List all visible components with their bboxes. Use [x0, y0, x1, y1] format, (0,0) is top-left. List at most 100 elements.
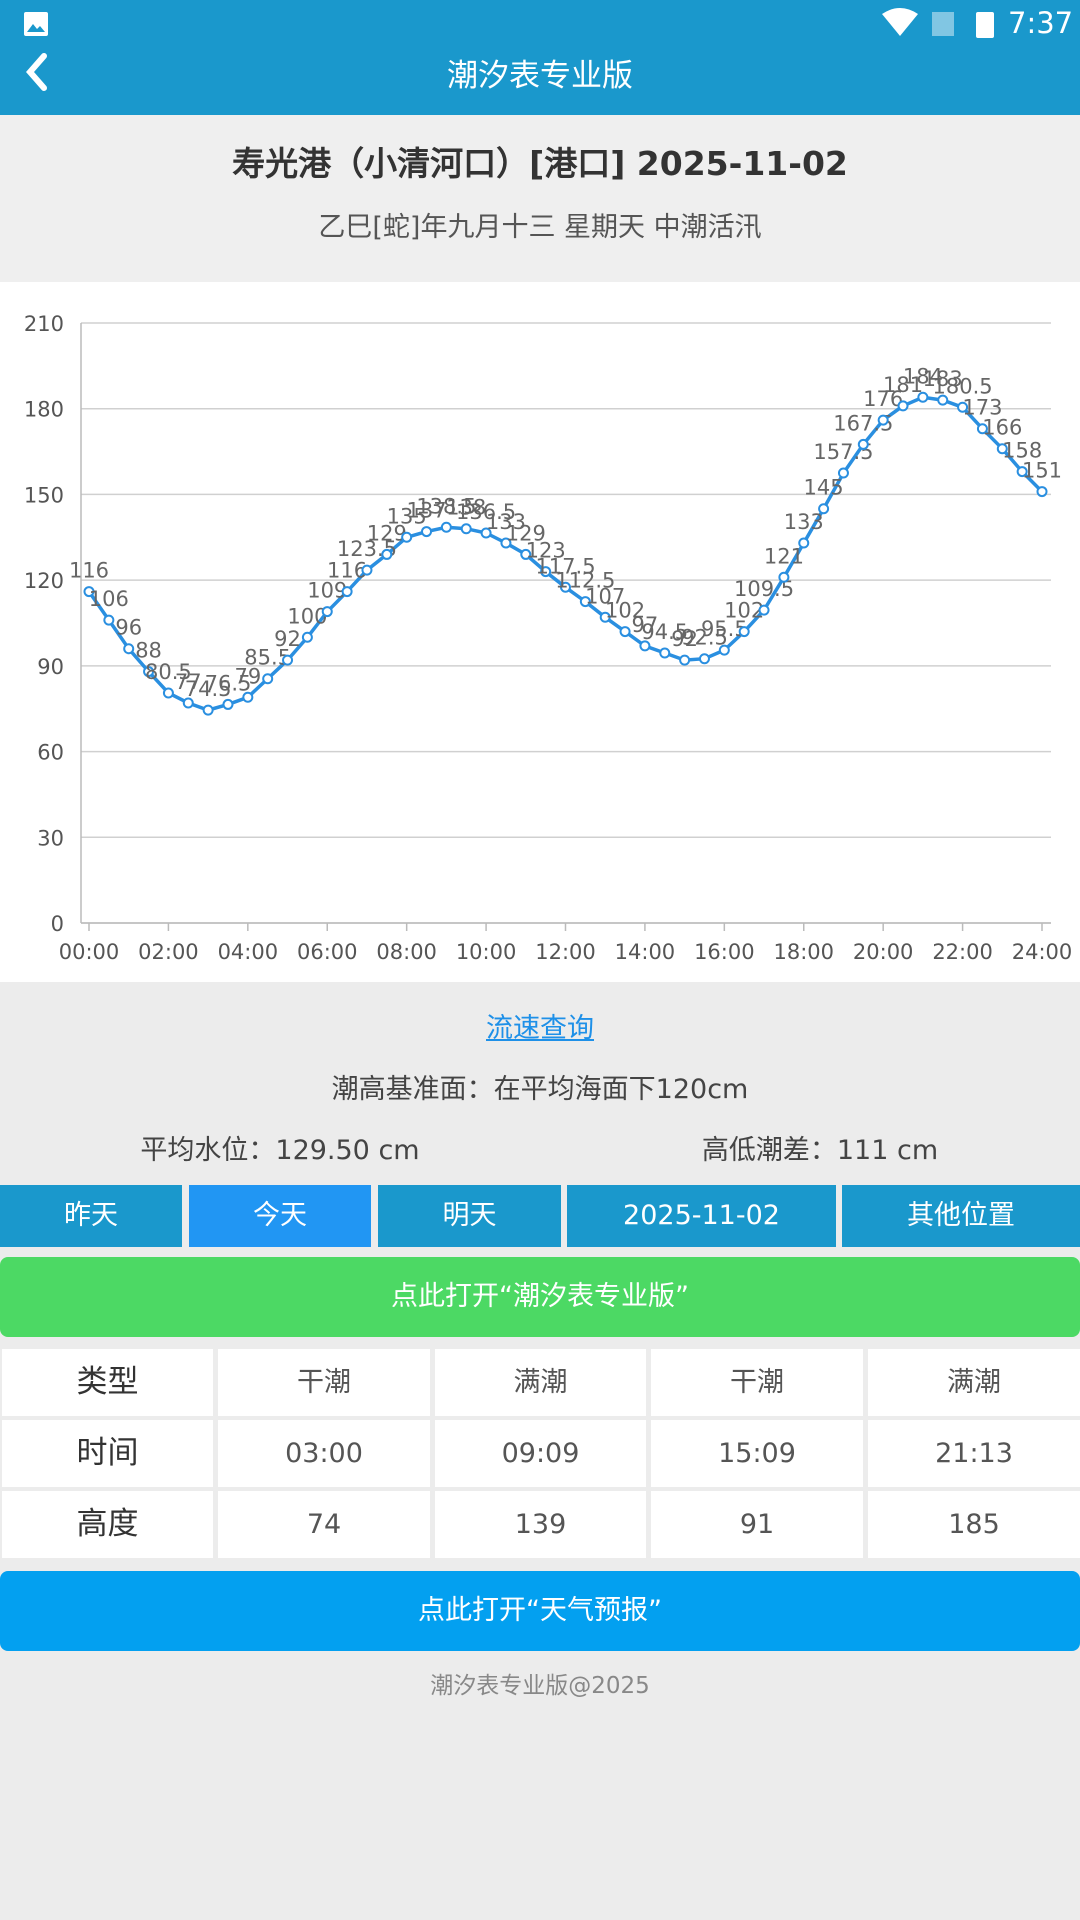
- data-point: [123, 643, 135, 655]
- table-cell: 139: [435, 1491, 646, 1558]
- table-cell: 干潮: [651, 1349, 863, 1416]
- data-point: [143, 666, 155, 678]
- yesterday-button[interactable]: 昨天: [0, 1185, 182, 1247]
- data-point: [341, 586, 353, 598]
- data-point: [957, 401, 969, 413]
- data-label: 96: [115, 616, 142, 640]
- data-label: 102: [605, 599, 645, 623]
- data-label: 102: [724, 599, 764, 623]
- y-tick-label: 0: [51, 912, 64, 936]
- data-point: [718, 644, 730, 656]
- data-point: [301, 631, 313, 643]
- data-point: [897, 400, 909, 412]
- data-label: 180.5: [933, 374, 993, 398]
- data-point: [937, 394, 949, 406]
- date-button[interactable]: 2025-11-02: [567, 1185, 836, 1247]
- row-header: 时间: [2, 1420, 213, 1487]
- data-label: 79: [234, 664, 261, 688]
- data-label: 145: [804, 476, 844, 500]
- data-label: 133: [784, 510, 824, 534]
- data-label: 183: [923, 367, 963, 391]
- flow-link[interactable]: 流速查询: [486, 1013, 594, 1044]
- data-label: 138.5: [416, 494, 476, 518]
- data-point: [202, 704, 214, 716]
- back-button[interactable]: [22, 52, 52, 92]
- y-tick-label: 120: [24, 569, 64, 593]
- chart-block: 0 30 60 90 120 150 180 210 00:00 02:00 04:00 06:00 0…: [0, 282, 1080, 982]
- y-tick-label: 60: [37, 741, 64, 765]
- data-point: [639, 640, 651, 652]
- data-label: 97: [632, 613, 659, 637]
- header-title: 潮汐表专业版: [447, 58, 633, 94]
- tomorrow-button[interactable]: 明天: [378, 1185, 561, 1247]
- today-button[interactable]: 今天: [189, 1185, 371, 1247]
- x-tick-label: 10:00: [456, 940, 517, 964]
- chart: 0 30 60 90 120 150 180 210 00:00 02:00 04:00 06:00 0…: [24, 312, 1072, 964]
- data-label: 109: [307, 579, 347, 603]
- data-point: [599, 611, 611, 623]
- table-cell: 185: [868, 1491, 1080, 1558]
- data-point: [162, 687, 174, 699]
- y-tick-label: 150: [24, 483, 64, 507]
- x-tick-label: 12:00: [535, 940, 596, 964]
- data-point: [659, 647, 671, 659]
- data-label: 136.5: [456, 500, 516, 524]
- data-label: 135: [387, 504, 427, 528]
- status-icons: [882, 8, 994, 38]
- status-time: 7:37: [1008, 6, 1074, 40]
- data-point: [560, 581, 571, 593]
- data-point: [798, 537, 810, 549]
- data-point: [818, 503, 830, 515]
- table-cell: 21:13: [868, 1420, 1080, 1487]
- data-point: [460, 523, 472, 535]
- table-cell: 满潮: [868, 1349, 1080, 1416]
- data-point: [182, 697, 194, 709]
- x-tick-label: 08:00: [376, 940, 437, 964]
- x-tick-label: 16:00: [694, 940, 755, 964]
- row-header: 类型: [2, 1349, 213, 1416]
- data-point: [1036, 486, 1048, 498]
- data-label: 121: [764, 544, 804, 568]
- data-point: [738, 626, 750, 638]
- data-label: 107: [585, 584, 625, 608]
- data-point: [321, 606, 333, 618]
- data-label: 181: [883, 373, 923, 397]
- data-label: 173: [962, 396, 1002, 420]
- tide-table: 类型 干潮 满潮 干潮 满潮 时间 03:00 09:09 15:09 21:13 高度 74 139 9…: [0, 1349, 1080, 1559]
- data-point: [837, 467, 849, 479]
- data-label: 77: [175, 670, 202, 694]
- data-point: [520, 548, 532, 560]
- data-point: [857, 438, 869, 450]
- datum-text: 潮高基准面：在平均海面下120cm: [331, 1074, 749, 1105]
- data-label: 116: [327, 559, 367, 583]
- table-cell: 15:09: [651, 1420, 863, 1487]
- data-point: [480, 527, 492, 539]
- data-label: 151: [1022, 459, 1062, 483]
- x-tick-label: 20:00: [853, 940, 914, 964]
- data-point: [401, 531, 413, 543]
- data-point: [917, 391, 929, 403]
- y-tick-label: 210: [24, 312, 64, 336]
- open-app-button[interactable]: 点此打开“潮汐表专业版”: [0, 1257, 1080, 1337]
- x-tick-label: 14:00: [615, 940, 676, 964]
- data-point: [778, 571, 790, 583]
- tide-range: 高低潮差：111 cm: [701, 1135, 939, 1166]
- y-tick-label: 30: [37, 826, 64, 850]
- data-label: 138: [446, 496, 486, 520]
- data-label: 129: [367, 521, 407, 545]
- data-point: [976, 423, 988, 435]
- data-label: 158: [1002, 439, 1042, 463]
- data-point: [242, 691, 254, 703]
- data-point: [222, 698, 234, 710]
- data-point: [262, 673, 274, 685]
- data-label: 112.5: [555, 569, 615, 593]
- row-header: 高度: [2, 1491, 213, 1558]
- data-point: [540, 566, 552, 578]
- open-weather-button[interactable]: 点此打开“天气预报”: [0, 1571, 1080, 1651]
- data-label: 129: [506, 521, 546, 545]
- average-level: 平均水位：129.50 cm: [140, 1135, 420, 1166]
- data-point: [103, 614, 115, 626]
- data-label: 92.5: [681, 626, 728, 650]
- location-button[interactable]: 其他位置: [842, 1185, 1080, 1247]
- data-point: [440, 521, 452, 533]
